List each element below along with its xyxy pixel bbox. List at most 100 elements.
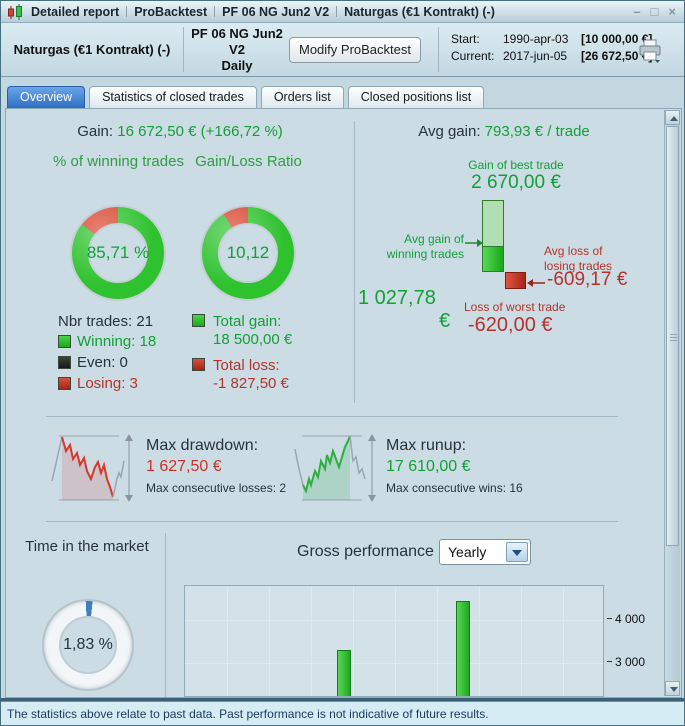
total-gain-label: Total gain: <box>213 313 282 330</box>
total-loss-label: Total loss: <box>213 357 280 374</box>
drawdown-value: 1 627,50 € <box>146 458 222 475</box>
arrow-right-icon <box>465 239 483 247</box>
scroll-down-button[interactable] <box>665 681 680 696</box>
total-loss-value: -1 827,50 € <box>213 375 289 392</box>
window-title-module: ProBacktest <box>134 4 208 19</box>
legend-winning: Winning: 18 <box>58 333 156 350</box>
capital-summary: Start: 1990-apr-03 [10 000,00 €] Current… <box>451 32 652 63</box>
legend-even-label: Even: 0 <box>77 354 128 371</box>
avg-win-bar-segment <box>483 246 503 271</box>
window-title-system: PF 06 NG Jun2 V2 <box>222 4 330 19</box>
total-loss-swatch <box>192 358 205 371</box>
gridline <box>563 586 564 696</box>
winning-trades-donut-chart: 85,71 % <box>70 205 166 301</box>
worst-trade-label: Loss of worst trade <box>464 300 566 314</box>
section-divider-vertical <box>165 533 166 697</box>
gain-value: 16 672,50 € (+166,72 %) <box>117 123 283 140</box>
section-divider-horizontal <box>46 416 618 417</box>
gridline <box>227 586 228 696</box>
winning-color-swatch <box>58 335 71 348</box>
drawdown-sub: Max consecutive losses: 2 <box>146 481 287 495</box>
status-bar: The statistics above relate to past data… <box>1 701 684 725</box>
modify-probacktest-button[interactable]: Modify ProBacktest <box>289 37 421 63</box>
legend-winning-label: Winning: 18 <box>77 333 157 350</box>
maximize-button[interactable]: □ <box>650 4 659 19</box>
even-color-swatch <box>58 356 71 369</box>
y-axis-tick-4000: 4 000 <box>607 612 645 626</box>
tab-statistics-of-closed-trades[interactable]: Statistics of closed trades <box>89 86 257 108</box>
performance-bar <box>337 650 351 696</box>
avg-gain-headline: Avg gain: 793,93 € / trade <box>354 123 654 140</box>
runup-value: 17 610,00 € <box>386 458 471 475</box>
panel-bottom-edge <box>1 698 684 701</box>
timeframe-label: Daily <box>221 57 253 73</box>
gridline <box>479 586 480 696</box>
arrow-left-icon <box>527 279 545 287</box>
start-date: 1990-apr-03 <box>503 32 569 46</box>
report-header: Naturgas (€1 Kontrakt) (-) PF 06 NG Jun2… <box>1 23 684 77</box>
tab-bar: Overview Statistics of closed trades Ord… <box>7 86 485 108</box>
time-in-market-title: Time in the market <box>25 538 149 555</box>
gridline <box>521 586 522 696</box>
gross-performance-chart <box>184 585 604 697</box>
gridline <box>185 620 603 621</box>
worst-trade-bar <box>505 272 526 289</box>
total-gain-value: 18 500,00 € <box>213 331 293 348</box>
gridline <box>311 586 312 696</box>
performance-bar <box>456 601 470 696</box>
tab-orders-list[interactable]: Orders list <box>260 86 344 108</box>
runup-sub: Max consecutive wins: 16 <box>386 481 523 495</box>
scroll-up-button[interactable] <box>665 110 680 125</box>
gain-headline: Gain: 16 672,50 € (+166,72 %) <box>6 123 354 140</box>
tab-overview[interactable]: Overview <box>7 86 86 108</box>
avg-loss-value: -609,17 € <box>547 269 628 290</box>
worst-trade-value: -620,00 € <box>468 314 553 336</box>
start-label: Start: <box>451 32 480 46</box>
header-divider <box>183 27 184 72</box>
printer-icon[interactable] <box>638 39 662 63</box>
ratio-value: 10,12 <box>226 243 270 262</box>
gridline <box>269 586 270 696</box>
time-in-market-value: 1,83 % <box>63 636 113 653</box>
title-bar: Detailed report ProBacktest PF 06 NG Jun… <box>1 1 684 23</box>
avg-win-label: Avg gain of winning trades <box>386 232 464 261</box>
tab-closed-positions-list[interactable]: Closed positions list <box>347 86 485 108</box>
gain-loss-ratio-donut-chart: 10,12 <box>200 205 296 301</box>
gain-label: Gain: <box>77 123 114 140</box>
header-divider <box>438 27 439 72</box>
avg-gain-value: 793,93 € / trade <box>484 123 590 140</box>
avg-gain-label: Avg gain: <box>418 123 481 140</box>
vertical-scrollbar[interactable] <box>664 110 680 696</box>
nbr-trades-label: Nbr trades: 21 <box>58 313 154 330</box>
legend-losing-label: Losing: 3 <box>77 375 138 392</box>
current-date: 2017-jun-05 <box>503 49 568 63</box>
runup-chart-icon <box>294 434 376 502</box>
chevron-down-icon[interactable] <box>506 542 528 562</box>
title-separator <box>336 6 338 17</box>
drawdown-chart-icon <box>51 434 133 502</box>
gridline <box>395 586 396 696</box>
section-divider-horizontal <box>46 521 618 522</box>
best-trade-bar-upper <box>483 201 503 246</box>
gridline <box>353 586 354 696</box>
current-label: Current: <box>451 49 495 63</box>
current-capital: [26 672,50 €] <box>581 49 653 63</box>
legend-losing: Losing: 3 <box>58 375 138 392</box>
total-gain-swatch <box>192 314 205 327</box>
best-trade-label: Gain of best trade <box>468 158 564 172</box>
losing-color-swatch <box>58 377 71 390</box>
system-name: PF 06 NG Jun2 V2 <box>191 25 283 57</box>
overview-panel: Gain: 16 672,50 € (+166,72 %) Avg gain: … <box>5 108 682 698</box>
gridline <box>437 586 438 696</box>
close-button[interactable]: × <box>668 4 676 19</box>
period-dropdown[interactable]: Yearly <box>439 539 531 565</box>
window-title-report: Detailed report <box>31 4 120 19</box>
y-axis-tick-3000: 3 000 <box>607 655 645 669</box>
avg-win-currency: € <box>439 310 451 332</box>
avg-win-value: 1 027,78 <box>358 287 436 309</box>
period-dropdown-value: Yearly <box>448 544 487 560</box>
scrollbar-thumb[interactable] <box>666 126 679 546</box>
minimize-button[interactable]: – <box>633 4 641 19</box>
window-title-instrument: Naturgas (€1 Kontrakt) (-) <box>344 4 495 19</box>
